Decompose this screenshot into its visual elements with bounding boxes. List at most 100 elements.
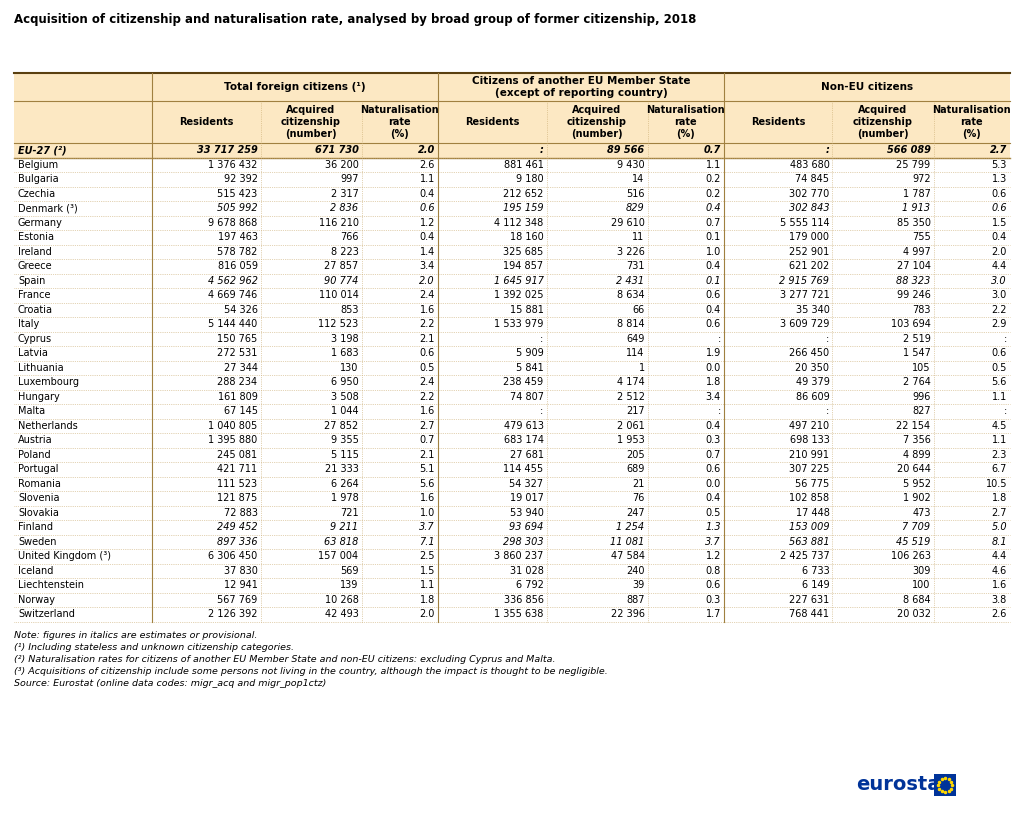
- Text: 212 652: 212 652: [503, 189, 544, 199]
- Text: :: :: [718, 407, 721, 416]
- Text: 309: 309: [912, 566, 931, 576]
- Text: Slovakia: Slovakia: [18, 508, 58, 518]
- Text: 2.2: 2.2: [420, 392, 435, 402]
- Text: 103 694: 103 694: [891, 319, 931, 329]
- Text: Finland: Finland: [18, 522, 53, 532]
- Text: 27 344: 27 344: [223, 362, 257, 372]
- Text: 0.7: 0.7: [420, 436, 435, 446]
- Text: 161 809: 161 809: [218, 392, 257, 402]
- Text: 2 317: 2 317: [331, 189, 358, 199]
- Text: 42 493: 42 493: [325, 609, 358, 619]
- Text: Liechtenstein: Liechtenstein: [18, 581, 84, 591]
- Text: 29 610: 29 610: [610, 217, 644, 227]
- Text: 1.2: 1.2: [420, 217, 435, 227]
- Text: 114 455: 114 455: [504, 464, 544, 474]
- Text: Note: figures in italics are estimates or provisional.: Note: figures in italics are estimates o…: [14, 631, 257, 640]
- Text: 996: 996: [912, 392, 931, 402]
- Text: 66: 66: [633, 305, 644, 315]
- Text: Norway: Norway: [18, 595, 55, 605]
- Text: 972: 972: [912, 174, 931, 184]
- Text: 74 845: 74 845: [796, 174, 829, 184]
- Text: 4.4: 4.4: [992, 262, 1007, 272]
- Text: 266 450: 266 450: [790, 348, 829, 358]
- Text: Austria: Austria: [18, 436, 52, 446]
- Text: 1 044: 1 044: [331, 407, 358, 416]
- Text: 93 694: 93 694: [509, 522, 544, 532]
- Text: 39: 39: [633, 581, 644, 591]
- Text: 2 915 769: 2 915 769: [779, 276, 829, 286]
- Text: 12 941: 12 941: [223, 581, 257, 591]
- Text: 67 145: 67 145: [223, 407, 257, 416]
- Text: 566 089: 566 089: [887, 145, 931, 155]
- Text: 27 852: 27 852: [325, 421, 358, 431]
- Text: 0.0: 0.0: [706, 479, 721, 489]
- Text: 5 115: 5 115: [331, 450, 358, 460]
- Text: 27 681: 27 681: [510, 450, 544, 460]
- Text: 272 531: 272 531: [217, 348, 257, 358]
- Text: 3.7: 3.7: [420, 522, 435, 532]
- Text: 63 818: 63 818: [325, 536, 358, 546]
- Text: 6 306 450: 6 306 450: [208, 551, 257, 561]
- Text: Acquired
citizenship
(number): Acquired citizenship (number): [567, 106, 627, 138]
- Text: 0.7: 0.7: [703, 145, 721, 155]
- Text: 2 425 737: 2 425 737: [779, 551, 829, 561]
- Text: Naturalisation
rate
(%): Naturalisation rate (%): [646, 106, 725, 138]
- Text: 5 555 114: 5 555 114: [780, 217, 829, 227]
- Text: 5.0: 5.0: [991, 522, 1007, 532]
- Text: 1 355 638: 1 355 638: [495, 609, 544, 619]
- Text: 9 180: 9 180: [516, 174, 544, 184]
- Text: 4.4: 4.4: [992, 551, 1007, 561]
- Bar: [934, 774, 956, 796]
- Text: 0.4: 0.4: [420, 189, 435, 199]
- Text: 150 765: 150 765: [217, 334, 257, 344]
- Text: 3.7: 3.7: [706, 536, 721, 546]
- Text: 0.6: 0.6: [706, 464, 721, 474]
- Text: 45 519: 45 519: [896, 536, 931, 546]
- Text: 14: 14: [633, 174, 644, 184]
- Text: 768 441: 768 441: [790, 609, 829, 619]
- Text: Spain: Spain: [18, 276, 45, 286]
- Text: 31 028: 31 028: [510, 566, 544, 576]
- Text: 2.9: 2.9: [991, 319, 1007, 329]
- Text: 1 902: 1 902: [903, 493, 931, 503]
- Text: Hungary: Hungary: [18, 392, 59, 402]
- Text: 2.6: 2.6: [420, 160, 435, 170]
- Text: 0.6: 0.6: [992, 189, 1007, 199]
- Text: 4 669 746: 4 669 746: [208, 290, 257, 300]
- Text: 197 463: 197 463: [217, 232, 257, 242]
- Text: 698 133: 698 133: [790, 436, 829, 446]
- Text: 6 733: 6 733: [802, 566, 829, 576]
- Text: 578 782: 578 782: [217, 247, 257, 257]
- Text: :: :: [1004, 334, 1007, 344]
- Text: Germany: Germany: [18, 217, 62, 227]
- Text: 0.4: 0.4: [706, 305, 721, 315]
- Text: 33 717 259: 33 717 259: [197, 145, 257, 155]
- Text: 483 680: 483 680: [790, 160, 829, 170]
- Text: 210 991: 210 991: [790, 450, 829, 460]
- Text: 1.5: 1.5: [420, 566, 435, 576]
- Text: 0.7: 0.7: [706, 217, 721, 227]
- Text: Romania: Romania: [18, 479, 60, 489]
- Text: 1.9: 1.9: [706, 348, 721, 358]
- Text: Total foreign citizens (¹): Total foreign citizens (¹): [224, 82, 366, 92]
- Text: 4 899: 4 899: [903, 450, 931, 460]
- Text: 227 631: 227 631: [790, 595, 829, 605]
- Text: 2.7: 2.7: [990, 145, 1007, 155]
- Text: 2 836: 2 836: [331, 203, 358, 213]
- Text: 21 333: 21 333: [325, 464, 358, 474]
- Text: 72 883: 72 883: [223, 508, 257, 518]
- Text: 1 787: 1 787: [903, 189, 931, 199]
- Text: 5 144 440: 5 144 440: [208, 319, 257, 329]
- Text: 15 881: 15 881: [510, 305, 544, 315]
- Text: Belgium: Belgium: [18, 160, 58, 170]
- Text: :: :: [825, 145, 829, 155]
- Text: 114: 114: [627, 348, 644, 358]
- Text: :: :: [540, 145, 544, 155]
- Text: 47 584: 47 584: [610, 551, 644, 561]
- Text: 505 992: 505 992: [217, 203, 257, 213]
- Text: 1.1: 1.1: [420, 174, 435, 184]
- Text: 3 226: 3 226: [616, 247, 644, 257]
- Text: 3.0: 3.0: [991, 276, 1007, 286]
- Text: Slovenia: Slovenia: [18, 493, 59, 503]
- Text: 497 210: 497 210: [790, 421, 829, 431]
